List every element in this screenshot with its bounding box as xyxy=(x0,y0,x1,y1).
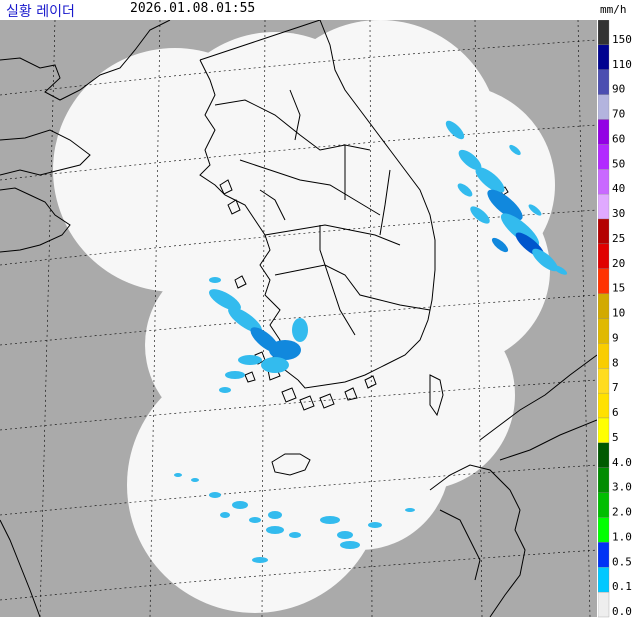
radar-map[interactable] xyxy=(0,20,597,617)
legend-swatch xyxy=(598,69,610,95)
legend-swatch xyxy=(598,268,610,294)
legend-label: 10 xyxy=(612,307,625,320)
legend-label: 6 xyxy=(612,406,619,419)
legend-label: 9 xyxy=(612,331,619,344)
legend-swatch xyxy=(598,218,610,245)
legend-swatch xyxy=(598,94,610,120)
legend-label: 0.5 xyxy=(612,555,632,568)
legend-label: 150 xyxy=(612,33,632,46)
legend-swatch xyxy=(598,591,610,618)
legend-label: 5 xyxy=(612,431,619,444)
legend-swatch xyxy=(598,467,610,493)
legend-label: 0.1 xyxy=(612,580,632,593)
page-title: 실황 레이더 xyxy=(6,4,75,20)
legend-label: 90 xyxy=(612,83,625,96)
legend-swatch xyxy=(598,567,610,593)
legend-swatch xyxy=(598,517,610,543)
legend-label: 110 xyxy=(612,58,632,71)
legend-unit-label: mm/h xyxy=(600,3,627,16)
legend-label: 8 xyxy=(612,356,619,369)
legend-label: 50 xyxy=(612,157,625,170)
legend-swatch xyxy=(598,318,610,344)
legend-swatch xyxy=(598,542,610,568)
legend-swatch xyxy=(598,169,610,195)
rain-echo-southwest xyxy=(209,277,308,393)
legend-label: 1.0 xyxy=(612,530,632,543)
radar-coverage-area xyxy=(53,20,555,613)
legend-label: 3.0 xyxy=(612,481,632,494)
coastlines xyxy=(0,20,597,617)
legend-label: 40 xyxy=(612,182,625,195)
legend-swatch xyxy=(598,492,610,518)
legend-label: 4.0 xyxy=(612,456,632,469)
legend-swatch xyxy=(598,417,610,444)
legend-label: 7 xyxy=(612,381,619,394)
legend-swatch xyxy=(598,44,610,70)
rain-echo-south-sea xyxy=(174,473,415,563)
legend-label: 60 xyxy=(612,132,625,145)
legend-swatch xyxy=(598,119,610,145)
observation-timestamp: 2026.01.08.01:55 xyxy=(130,1,256,16)
legend-label: 15 xyxy=(612,282,625,295)
legend-label: 20 xyxy=(612,257,625,270)
legend-label: 2.0 xyxy=(612,506,632,519)
legend-label: 25 xyxy=(612,232,625,245)
legend-label: 70 xyxy=(612,108,625,121)
header-bar: 실황 레이더 2026.01.08.01:55 mm/h xyxy=(0,0,635,20)
legend-swatch xyxy=(598,293,610,319)
legend-swatch xyxy=(598,392,610,419)
legend-swatch xyxy=(598,368,610,394)
legend-label: 0.0 xyxy=(612,605,632,618)
legend-swatch xyxy=(598,442,610,468)
legend-swatch xyxy=(598,243,610,269)
precipitation-legend: 150 110 90 70 60 50 40 30 25 20 15 10 9 8 7 6 5 4.0 3.0 2.0… xyxy=(598,20,632,618)
legend-label: 30 xyxy=(612,207,625,220)
legend-swatch xyxy=(598,20,610,46)
rain-echo-east-sea xyxy=(445,120,568,275)
legend-swatch xyxy=(598,343,610,369)
legend-swatch xyxy=(598,193,610,220)
legend-swatch xyxy=(598,144,610,170)
